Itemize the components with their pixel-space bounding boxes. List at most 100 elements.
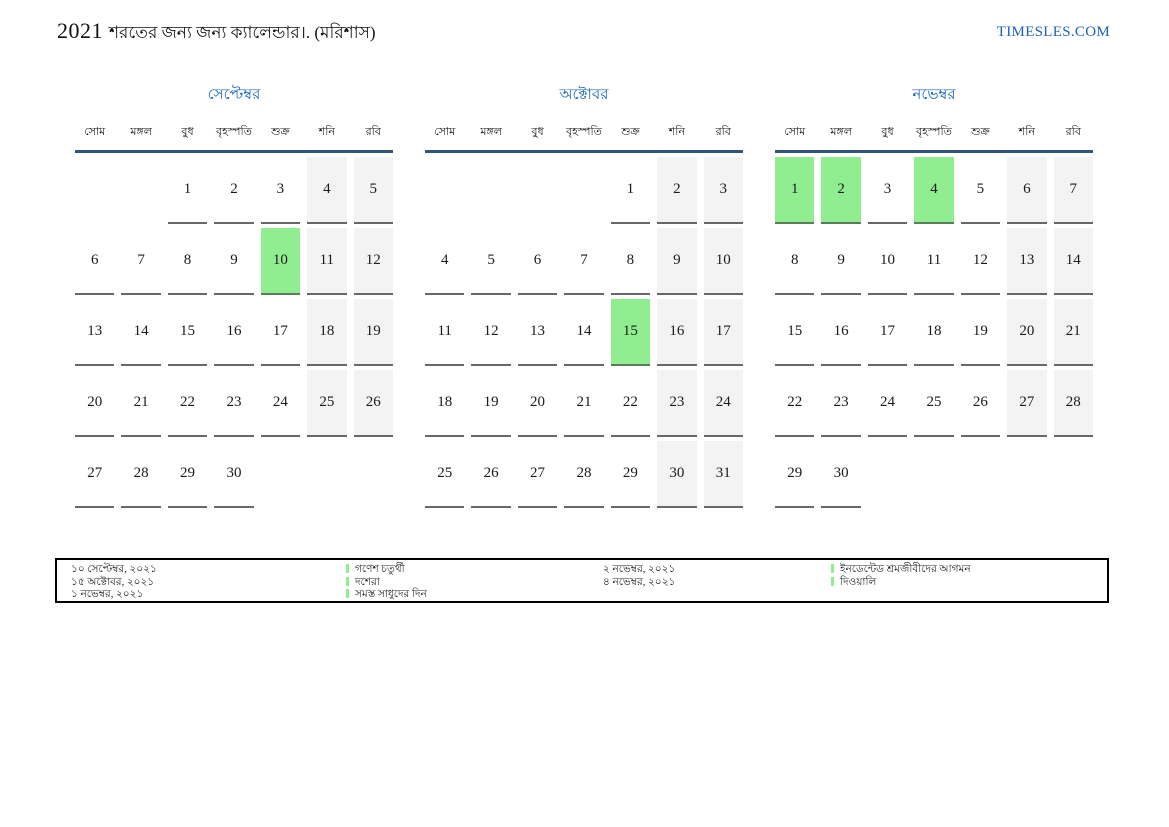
day-cell: 13 bbox=[1007, 228, 1047, 295]
day-cell: 5 bbox=[960, 157, 1001, 224]
day-cell: 13 bbox=[517, 299, 558, 366]
day-cell: 21 bbox=[121, 370, 161, 437]
day-cell: 27 bbox=[517, 441, 558, 508]
legend-dates-column: ১০ সেপ্টেম্বর, ২০২১ ১৫ অক্টোবর, ২০২১ ১ নভে… bbox=[71, 564, 157, 602]
holiday-marker-icon bbox=[346, 564, 349, 573]
day-cell: 23 bbox=[214, 370, 254, 437]
legend-date: ২ নভেম্বর, ২০২১ bbox=[603, 564, 676, 575]
day-cell: 1 bbox=[775, 157, 815, 224]
day-cell: 16 bbox=[821, 299, 861, 366]
legend-holiday: গণেশ চতুর্থী bbox=[346, 564, 427, 577]
day-cell: 28 bbox=[564, 441, 604, 508]
day-cell-empty bbox=[518, 157, 557, 224]
day-cell: 9 bbox=[214, 228, 254, 295]
weekday-label: সোম bbox=[84, 126, 106, 138]
weekday-label: বৃহস্পতি bbox=[216, 126, 252, 138]
day-cell: 4 bbox=[914, 157, 954, 224]
day-cell: 12 bbox=[353, 228, 393, 295]
day-cell: 6 bbox=[517, 228, 558, 295]
weekday-header-row: সোম মঙ্গল বুধ বৃহস্পতি শুক্র শনি রবি bbox=[775, 123, 1093, 153]
week-row: 6 7 8 9 10 11 12 bbox=[75, 228, 393, 295]
day-cell: 30 bbox=[821, 441, 861, 508]
day-cell: 26 bbox=[471, 441, 511, 508]
day-cell: 20 bbox=[75, 370, 115, 437]
day-cell: 12 bbox=[960, 228, 1001, 295]
day-cell: 11 bbox=[307, 228, 347, 295]
day-cell: 16 bbox=[657, 299, 697, 366]
weekday-label: শুক্র bbox=[271, 126, 290, 138]
day-cell: 19 bbox=[960, 299, 1001, 366]
day-cell-empty bbox=[307, 441, 346, 508]
legend-holiday-label: দশেরা bbox=[355, 576, 380, 588]
holiday-marker-icon bbox=[346, 589, 349, 598]
day-cell: 10 bbox=[703, 228, 743, 295]
day-cell: 10 bbox=[867, 228, 908, 295]
day-cell: 5 bbox=[353, 157, 393, 224]
week-row: 11 12 13 14 15 16 17 bbox=[425, 299, 743, 366]
week-row: 20 21 22 23 24 25 26 bbox=[75, 370, 393, 437]
weekday-label: রবি bbox=[1065, 126, 1081, 138]
month-title: সেপ্টেম্বর bbox=[207, 87, 261, 103]
day-cell: 11 bbox=[914, 228, 954, 295]
day-cell: 17 bbox=[260, 299, 301, 366]
month-title: নভেম্বর bbox=[912, 87, 956, 103]
day-cell: 12 bbox=[471, 299, 511, 366]
day-cell-empty bbox=[914, 441, 953, 508]
day-cell: 2 bbox=[214, 157, 254, 224]
day-cell: 29 bbox=[775, 441, 815, 508]
day-cell: 23 bbox=[821, 370, 861, 437]
day-cell: 17 bbox=[703, 299, 743, 366]
week-row: 29 30 bbox=[775, 441, 1093, 508]
day-cell: 2 bbox=[657, 157, 697, 224]
weekday-label: মঙ্গল bbox=[130, 126, 152, 138]
day-cell: 20 bbox=[517, 370, 558, 437]
legend-holiday-label: দিওয়ালি bbox=[840, 576, 877, 588]
day-cell: 23 bbox=[657, 370, 697, 437]
legend-date: ১০ সেপ্টেম্বর, ২০২১ bbox=[71, 564, 157, 575]
week-row: 22 23 24 25 26 27 28 bbox=[775, 370, 1093, 437]
day-cell: 25 bbox=[914, 370, 954, 437]
weekday-label: শনি bbox=[1018, 126, 1035, 138]
day-cell: 16 bbox=[214, 299, 254, 366]
day-cell: 24 bbox=[867, 370, 908, 437]
legend-holiday-label: ইনডেন্টেড শ্রমজীবীদের আগমন bbox=[840, 564, 971, 575]
site-link[interactable]: TIMESLES.COM bbox=[996, 24, 1110, 40]
day-cell: 6 bbox=[1007, 157, 1047, 224]
day-cell: 26 bbox=[960, 370, 1001, 437]
month-calendar-3: নভেম্বর সোম মঙ্গল বুধ বৃহস্পতি শুক্র শনি রবি 1 2 3… bbox=[775, 83, 1093, 508]
day-cell: 18 bbox=[914, 299, 954, 366]
day-cell: 15 bbox=[167, 299, 208, 366]
weekday-label: বৃহস্পতি bbox=[916, 126, 952, 138]
weekday-header-row: সোম মঙ্গল বুধ বৃহস্পতি শুক্র শনি রবি bbox=[75, 123, 393, 153]
day-cell: 15 bbox=[775, 299, 815, 366]
page-title-text: শরতের জন্য জন্য ক্যালেন্ডার।. (মরিশাস) bbox=[109, 23, 376, 42]
day-cell-empty bbox=[75, 157, 114, 224]
weekday-label: বুধ bbox=[181, 126, 194, 138]
day-cell: 14 bbox=[564, 299, 604, 366]
weekday-label: রবি bbox=[715, 126, 731, 138]
week-row: 18 19 20 21 22 23 24 bbox=[425, 370, 743, 437]
day-cell-empty bbox=[564, 157, 603, 224]
week-row: 4 5 6 7 8 9 10 bbox=[425, 228, 743, 295]
page-title: 2021 শরতের জন্য জন্য ক্যালেন্ডার।. (মরিশা… bbox=[57, 18, 376, 48]
day-cell: 7 bbox=[564, 228, 604, 295]
month-calendar-2: অক্টোবর সোম মঙ্গল বুধ বৃহস্পতি শুক্র শনি রবি 1 2 3… bbox=[425, 83, 743, 508]
day-cell: 3 bbox=[260, 157, 301, 224]
legend-date: ৪ নভেম্বর, ২০২১ bbox=[603, 576, 676, 588]
day-cell: 3 bbox=[867, 157, 908, 224]
legend-dates-column: ২ নভেম্বর, ২০২১ ৪ নভেম্বর, ২০২১ bbox=[603, 564, 675, 589]
day-cell: 26 bbox=[353, 370, 393, 437]
weekday-label: বুধ bbox=[881, 126, 894, 138]
day-cell: 17 bbox=[867, 299, 908, 366]
day-cell: 13 bbox=[75, 299, 115, 366]
day-cell: 11 bbox=[425, 299, 465, 366]
day-cell: 21 bbox=[564, 370, 604, 437]
day-cell: 22 bbox=[775, 370, 815, 437]
day-cell: 19 bbox=[471, 370, 511, 437]
legend-date: ১ নভেম্বর, ২০২১ bbox=[71, 589, 144, 600]
day-cell: 18 bbox=[425, 370, 465, 437]
month-title: অক্টোবর bbox=[559, 87, 609, 103]
day-cell: 6 bbox=[75, 228, 115, 295]
